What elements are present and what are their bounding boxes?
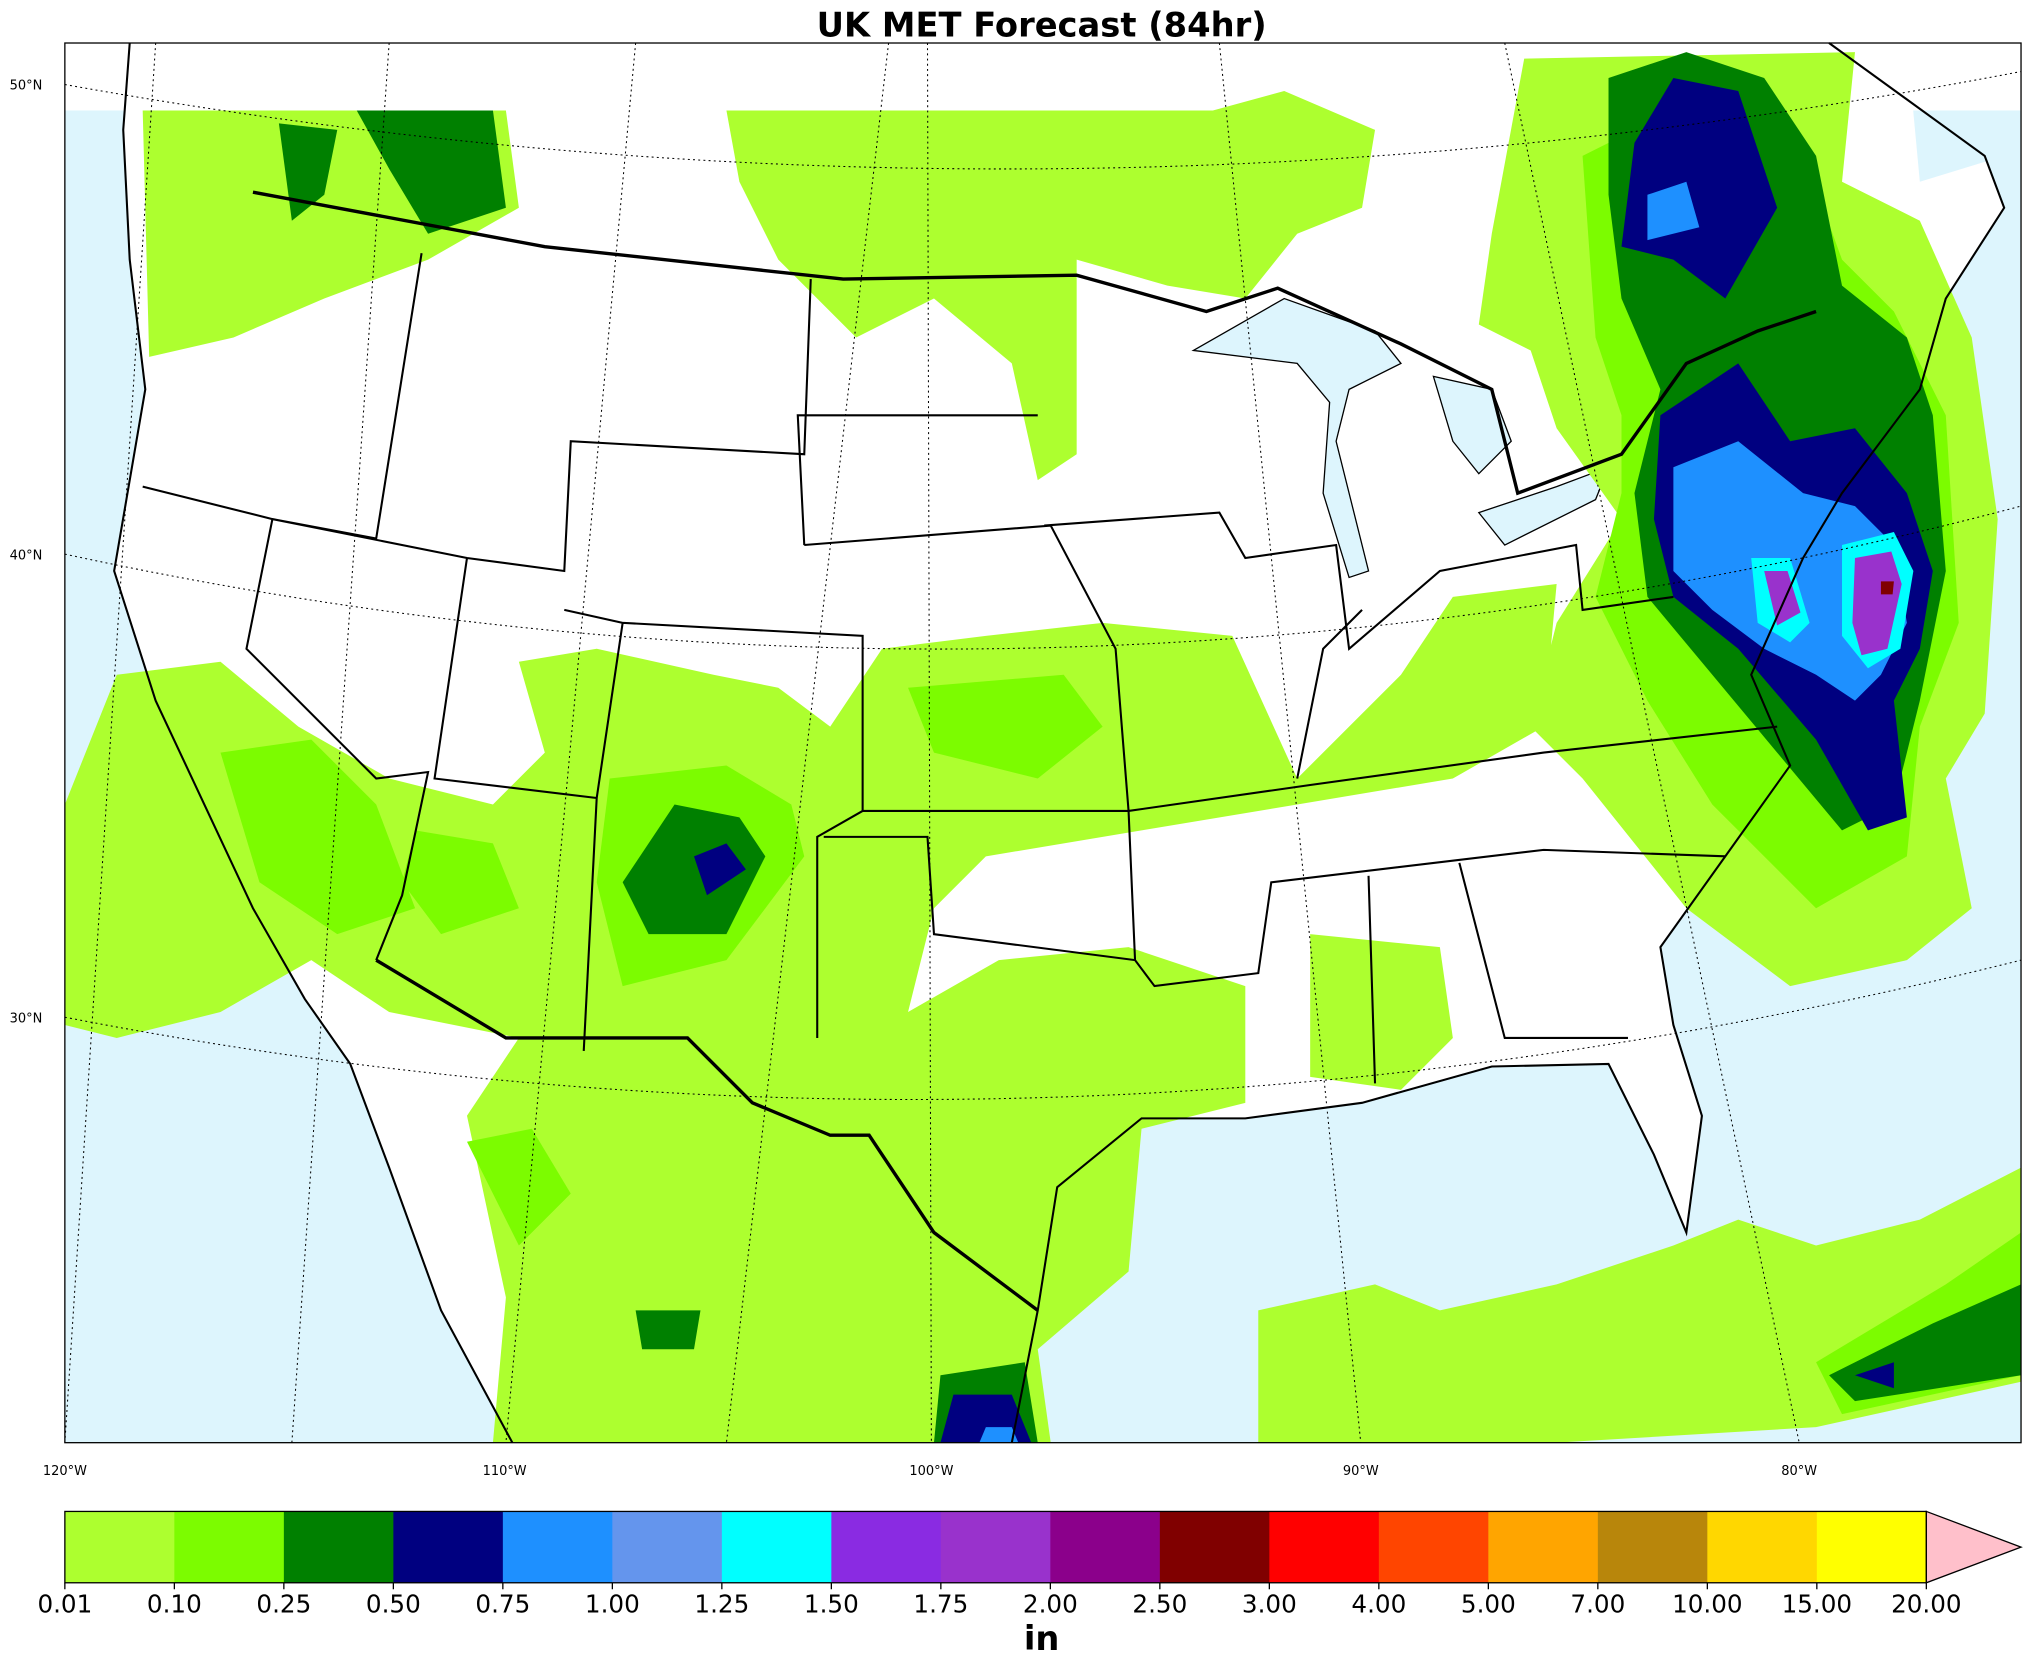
colorbar-label: 7.00 — [1570, 1590, 1625, 1619]
colorbar-box — [64, 1511, 176, 1583]
boundaries — [113, 42, 2006, 1444]
colorbar-label: 0.10 — [147, 1590, 202, 1619]
colorbar-label: 1.00 — [585, 1590, 640, 1619]
colorbar-label: 1.50 — [804, 1590, 859, 1619]
colorbar-box — [721, 1511, 832, 1583]
state-lines — [142, 252, 1778, 1084]
colorbar-box — [393, 1511, 504, 1583]
coordinate-labels: 50°N 40°N 30°N 120°W 110°W 100°W 90°W 80°W — [10, 79, 1818, 1479]
longitude-label: 90°W — [1343, 1464, 1379, 1479]
colorbar-label: 0.75 — [475, 1590, 530, 1619]
longitude-label: 80°W — [1781, 1464, 1817, 1479]
precip-2.50 — [1880, 581, 1894, 595]
international-border — [252, 190, 1817, 1312]
colorbar-label: 10.00 — [1672, 1590, 1742, 1619]
precip-1.50 — [1764, 551, 1902, 656]
colorbar-label: 5.00 — [1461, 1590, 1516, 1619]
colorbar-box — [1597, 1511, 1708, 1583]
precip-0.25 — [278, 52, 2022, 1443]
colorbar-box — [502, 1511, 614, 1583]
latitude-label: 50°N — [10, 79, 43, 94]
colorbar-label: 0.50 — [366, 1590, 421, 1619]
graticule — [64, 42, 2022, 1443]
colorbar-label: 2.00 — [1023, 1590, 1078, 1619]
colorbar-box — [1050, 1511, 1161, 1583]
title: UK MET Forecast (84hr) — [817, 6, 1267, 45]
colorbar-label: 20.00 — [1891, 1590, 1961, 1619]
colorbar-label: 4.00 — [1351, 1590, 1406, 1619]
colorbar-outline — [64, 1510, 1927, 1584]
colorbar-label: 3.00 — [1242, 1590, 1297, 1619]
colorbar-box — [1159, 1511, 1270, 1583]
colorbar-extension — [1925, 1510, 2023, 1584]
colorbar-unit: in — [1024, 1619, 1060, 1658]
colorbar-label: 15.00 — [1782, 1590, 1852, 1619]
colorbar-box — [831, 1511, 942, 1583]
colorbar-box — [174, 1511, 285, 1583]
map-frame — [64, 42, 2022, 1444]
map-panel — [64, 42, 2022, 1444]
precipitation — [64, 52, 2022, 1443]
longitude-label: 120°W — [43, 1464, 87, 1479]
precip-0.75 — [979, 181, 1907, 1443]
colorbar-box — [1707, 1511, 1818, 1583]
colorbar-box — [612, 1511, 723, 1583]
longitude-label: 100°W — [909, 1464, 953, 1479]
colorbar-box — [283, 1511, 395, 1583]
colorbar-box — [1269, 1511, 1380, 1583]
colorbar-label: 0.01 — [37, 1590, 92, 1619]
colorbar-box — [1488, 1511, 1599, 1583]
colorbar-box — [1816, 1511, 1927, 1583]
colorbar-box — [1378, 1511, 1489, 1583]
latitude-label: 40°N — [10, 548, 43, 563]
latitude-label: 30°N — [10, 1011, 43, 1026]
colorbar-label: 0.25 — [256, 1590, 311, 1619]
colorbar-label: 1.25 — [694, 1590, 749, 1619]
longitude-label: 110°W — [483, 1464, 527, 1479]
coastline — [113, 42, 2006, 1444]
colorbar: 0.01 0.10 0.25 0.50 0.75 1.00 1.25 1.50 1.75 2.00… — [37, 1510, 2023, 1658]
colorbar-box — [940, 1511, 1051, 1583]
colorbar-label: 1.75 — [913, 1590, 968, 1619]
colorbar-label: 2.50 — [1132, 1590, 1187, 1619]
